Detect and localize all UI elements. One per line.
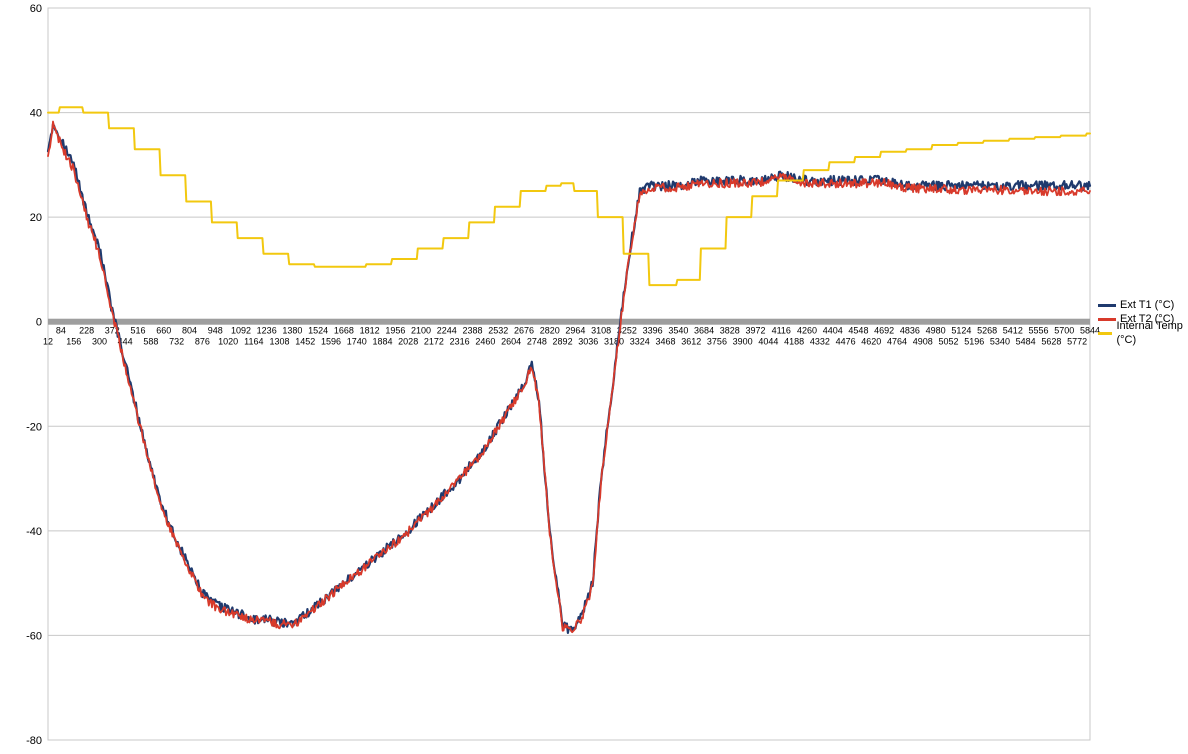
x-tick-label: 1236	[257, 326, 277, 336]
x-tick-label: 5700	[1054, 326, 1074, 336]
x-tick-label: 3900	[733, 337, 753, 347]
x-tick-label: 1164	[244, 337, 263, 347]
x-tick-label: 4620	[861, 337, 881, 347]
x-tick-label: 4980	[926, 326, 946, 336]
legend-label: Ext T1 (°C)	[1120, 298, 1174, 312]
x-tick-label: 5124	[951, 326, 971, 336]
x-tick-label: 4332	[810, 337, 830, 347]
y-tick-label: 0	[36, 317, 42, 329]
x-tick-label: 4908	[913, 337, 933, 347]
x-tick-label: 4188	[784, 337, 804, 347]
x-tick-label: 3612	[681, 337, 701, 347]
x-tick-label: 3756	[707, 337, 727, 347]
x-tick-label: 3180	[604, 337, 624, 347]
x-tick-label: 588	[143, 337, 158, 347]
x-tick-label: 3684	[694, 326, 714, 336]
x-tick-label: 1884	[372, 337, 392, 347]
x-tick-label: 3324	[630, 337, 650, 347]
x-tick-label: 1596	[321, 337, 341, 347]
x-tick-label: 228	[79, 326, 94, 336]
x-tick-label: 732	[169, 337, 184, 347]
x-tick-label: 5844	[1080, 326, 1100, 336]
x-tick-label: 1668	[334, 326, 354, 336]
x-tick-label: 5052	[938, 337, 958, 347]
x-tick-label: 4548	[848, 326, 868, 336]
y-tick-label: 40	[30, 108, 42, 120]
x-tick-label: 1308	[270, 337, 290, 347]
chart-legend: Ext T1 (°C)Ext T2 (°C)Internal Temp (°C)	[1098, 298, 1188, 340]
x-tick-label: 5412	[1003, 326, 1023, 336]
x-tick-label: 2388	[463, 326, 483, 336]
x-tick-label: 4764	[887, 337, 907, 347]
x-tick-label: 2244	[437, 326, 457, 336]
x-tick-label: 4260	[797, 326, 817, 336]
x-tick-label: 5268	[977, 326, 997, 336]
x-tick-label: 1956	[385, 326, 405, 336]
x-tick-label: 948	[208, 326, 223, 336]
x-tick-label: 2604	[501, 337, 521, 347]
x-tick-label: 2748	[527, 337, 547, 347]
x-tick-label: 1452	[295, 337, 315, 347]
legend-item: Internal Temp (°C)	[1098, 326, 1188, 340]
y-tick-label: -80	[26, 735, 42, 747]
x-tick-label: 3972	[746, 326, 766, 336]
x-tick-label: 2964	[565, 326, 585, 336]
x-tick-label: 156	[66, 337, 81, 347]
x-tick-label: 876	[195, 337, 210, 347]
x-tick-label: 300	[92, 337, 107, 347]
x-tick-label: 4044	[758, 337, 778, 347]
x-tick-label: 804	[182, 326, 197, 336]
x-tick-label: 2460	[475, 337, 495, 347]
y-tick-label: 60	[30, 3, 42, 15]
legend-swatch	[1098, 332, 1112, 335]
x-tick-label: 4836	[900, 326, 920, 336]
x-tick-label: 3468	[655, 337, 675, 347]
x-tick-label: 2028	[398, 337, 418, 347]
x-tick-label: 2820	[540, 326, 560, 336]
x-tick-label: 2892	[553, 337, 573, 347]
x-tick-label: 1524	[308, 326, 328, 336]
x-tick-label: 2172	[424, 337, 444, 347]
x-tick-label: 1092	[231, 326, 251, 336]
x-tick-label: 1812	[360, 326, 380, 336]
x-tick-label: 5556	[1029, 326, 1049, 336]
y-tick-label: -40	[26, 526, 42, 538]
legend-swatch	[1098, 304, 1116, 307]
x-tick-label: 3396	[643, 326, 663, 336]
x-tick-label: 2100	[411, 326, 431, 336]
x-tick-label: 1020	[218, 337, 238, 347]
x-tick-label: 4476	[836, 337, 856, 347]
legend-item: Ext T1 (°C)	[1098, 298, 1188, 312]
legend-swatch	[1098, 318, 1116, 321]
x-tick-label: 2316	[450, 337, 470, 347]
x-tick-label: 12	[43, 337, 53, 347]
y-tick-label: 20	[30, 212, 42, 224]
x-tick-label: 2532	[488, 326, 508, 336]
x-tick-label: 3540	[668, 326, 688, 336]
x-tick-label: 516	[131, 326, 146, 336]
y-tick-label: -20	[26, 421, 42, 433]
temperature-chart: -80-60-40-200204060842283725166608049481…	[0, 0, 1188, 754]
x-tick-label: 5484	[1016, 337, 1036, 347]
x-tick-label: 84	[56, 326, 66, 336]
x-tick-label: 3036	[578, 337, 598, 347]
legend-label: Internal Temp (°C)	[1116, 319, 1188, 347]
y-tick-label: -60	[26, 630, 42, 642]
x-tick-label: 3108	[591, 326, 611, 336]
chart-canvas: -80-60-40-200204060842283725166608049481…	[0, 0, 1188, 754]
x-tick-label: 3828	[720, 326, 740, 336]
x-tick-label: 4116	[772, 326, 791, 336]
x-tick-label: 5340	[990, 337, 1010, 347]
x-tick-label: 660	[156, 326, 171, 336]
x-tick-label: 5772	[1067, 337, 1087, 347]
x-tick-label: 5628	[1041, 337, 1061, 347]
x-tick-label: 5196	[964, 337, 984, 347]
x-tick-label: 4404	[823, 326, 843, 336]
x-tick-label: 2676	[514, 326, 534, 336]
x-tick-label: 1380	[282, 326, 302, 336]
x-tick-label: 1740	[347, 337, 367, 347]
x-tick-label: 4692	[874, 326, 894, 336]
